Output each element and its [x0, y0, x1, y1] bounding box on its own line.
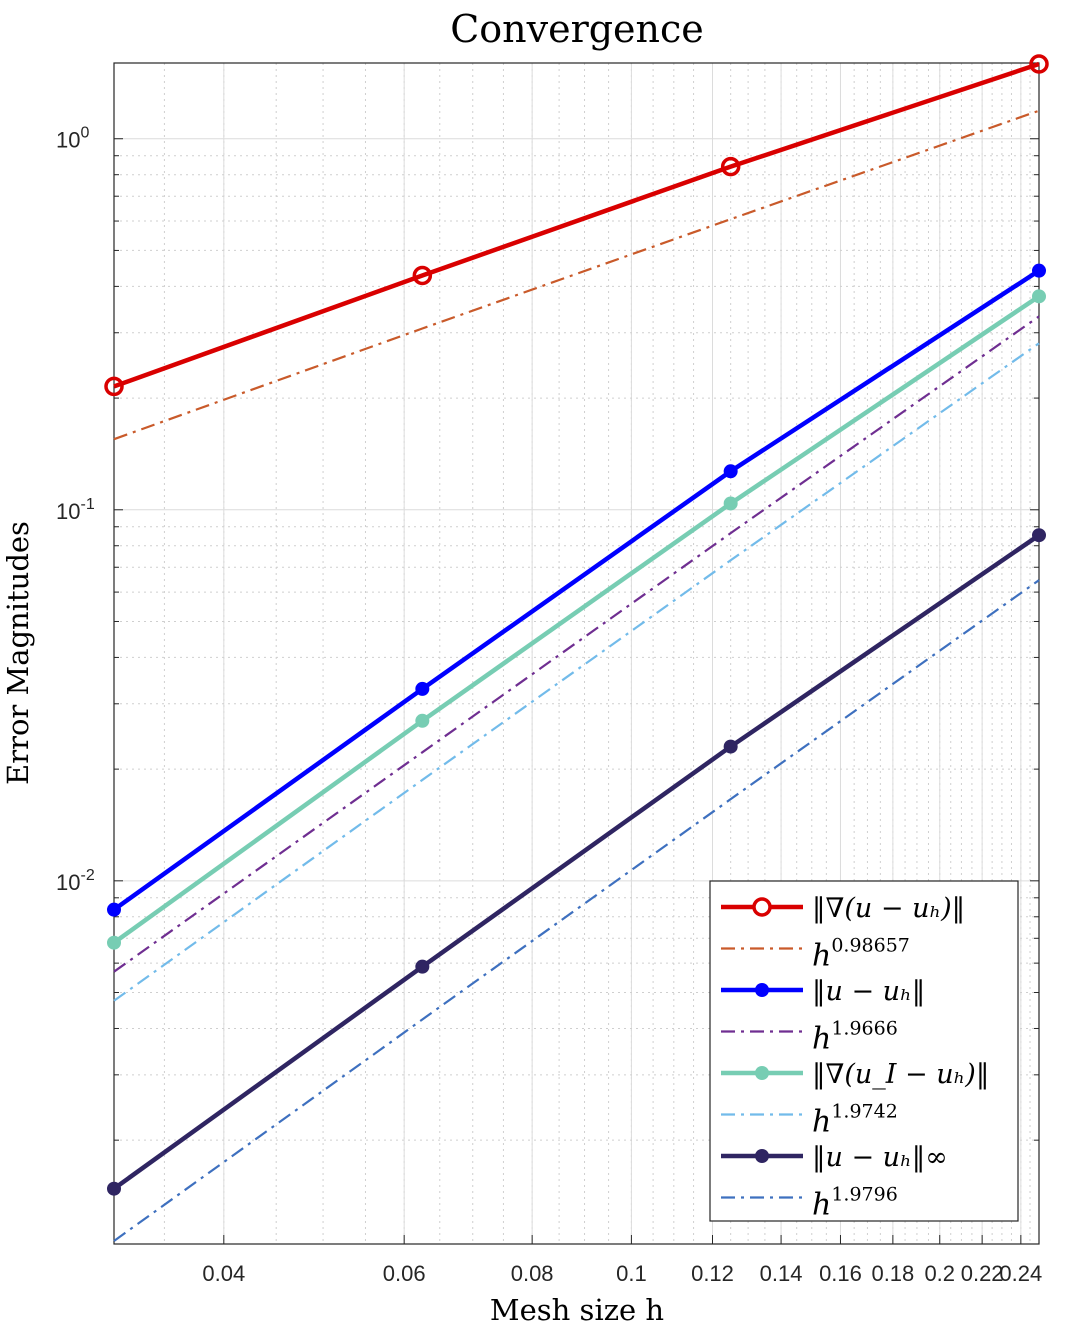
legend-label: h1.9742 — [812, 1101, 898, 1140]
legend-label: ‖u − uₕ‖ — [812, 976, 925, 1007]
legend-label: h1.9796 — [812, 1184, 898, 1223]
fit-line — [113, 315, 1040, 973]
x-tick-label: 0.06 — [383, 1261, 426, 1286]
x-tick-label: 0.12 — [691, 1261, 734, 1286]
x-axis-label: Mesh size h — [490, 1293, 664, 1327]
legend-label: ‖∇(u_I − uₕ)‖ — [812, 1059, 989, 1090]
data-point-marker — [104, 376, 124, 397]
data-point-marker — [723, 739, 738, 754]
data-point-marker — [412, 265, 433, 286]
legend-label: h1.9666 — [812, 1018, 898, 1057]
error-line — [112, 533, 1041, 1191]
error-line — [112, 268, 1041, 912]
legend-marker — [755, 1149, 769, 1163]
data-point-marker — [1032, 263, 1046, 278]
y-axis-label: Error Magnitudes — [1, 521, 35, 785]
data-point-marker — [107, 935, 121, 950]
error-line — [112, 294, 1041, 945]
legend-label: h0.98657 — [812, 935, 910, 974]
x-tick-label: 0.24 — [999, 1261, 1042, 1286]
legend-label: ‖u − uₕ‖∞ — [812, 1142, 948, 1173]
y-tick-label: 10-1 — [56, 496, 95, 524]
data-point-marker — [107, 902, 121, 917]
x-tick-label: 0.16 — [819, 1261, 862, 1286]
legend-box — [709, 880, 1019, 1222]
data-point-marker — [415, 713, 430, 728]
data-point-marker — [107, 1181, 121, 1196]
data-point-marker — [415, 681, 430, 696]
legend-marker — [755, 983, 769, 997]
data-point-marker — [723, 496, 738, 511]
y-tick-label: 10-2 — [56, 867, 95, 895]
fit-line — [113, 109, 1040, 441]
x-tick-label: 0.18 — [871, 1261, 914, 1286]
data-point-marker — [723, 464, 738, 479]
x-tick-label: 0.22 — [961, 1261, 1004, 1286]
data-point-marker — [720, 156, 741, 177]
x-tick-label: 0.2 — [924, 1261, 955, 1286]
legend-marker — [752, 897, 772, 917]
data-point-marker — [415, 959, 430, 974]
y-tick-label: 100 — [56, 125, 89, 153]
x-tick-label: 0.08 — [511, 1261, 554, 1286]
error-line — [113, 61, 1040, 389]
data-point-marker — [1032, 289, 1046, 304]
axis-ticks: 0.04 0.06 0.08 0.1 0.12 0.14 0.16 0.18 0.2 0.220.… — [56, 125, 1042, 1286]
legend-marker — [755, 1066, 769, 1080]
plot-area-frame — [113, 62, 1040, 1245]
chart-title: Convergence — [450, 7, 704, 51]
series-lines — [104, 54, 1049, 1242]
legend: ‖∇(u − uₕ)‖ h0.98657‖u − uₕ‖ h1.9666‖∇(u_I… — [709, 880, 1019, 1223]
data-point-marker — [1029, 54, 1049, 74]
x-tick-label: 0.14 — [760, 1261, 803, 1286]
data-point-marker — [1032, 528, 1046, 543]
x-tick-label: 0.04 — [202, 1261, 245, 1286]
legend-label: ‖∇(u − uₕ)‖ — [812, 893, 965, 924]
x-tick-label: 0.1 — [616, 1261, 647, 1286]
